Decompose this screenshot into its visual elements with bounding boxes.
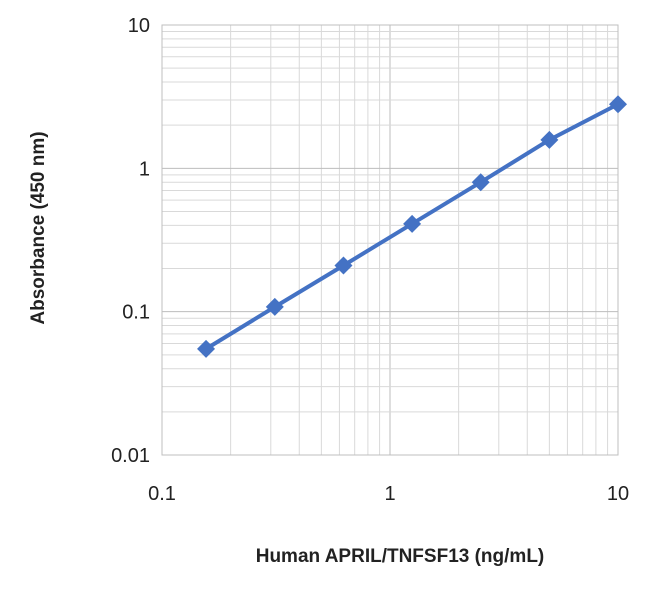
plot-border — [161, 24, 619, 456]
data-point-marker — [540, 130, 559, 149]
x-tick-label: 0.1 — [148, 483, 176, 505]
y-tick-label: 0.01 — [111, 445, 150, 467]
x-tick-label: 1 — [384, 483, 395, 505]
y-axis-label: Absorbance (450 nm) — [28, 131, 49, 324]
grid — [161, 25, 618, 456]
y-tick-label: 1 — [139, 158, 150, 180]
x-tick-label: 10 — [607, 483, 629, 505]
data-point-marker — [471, 173, 490, 192]
data-point-marker — [334, 256, 353, 275]
y-tick-label: 0.1 — [122, 302, 150, 324]
y-tick-label: 10 — [128, 15, 150, 37]
x-axis-label: Human APRIL/TNFSF13 (ng/mL) — [256, 546, 545, 567]
series-group — [197, 95, 627, 358]
y-tick-labels: 0.01 0.1 1 10 — [111, 15, 150, 467]
data-point-marker — [197, 339, 216, 358]
x-tick-labels: 0.1 1 10 — [148, 483, 629, 505]
data-point-marker — [609, 95, 627, 114]
data-point-marker — [265, 297, 284, 316]
data-point-marker — [403, 214, 422, 233]
